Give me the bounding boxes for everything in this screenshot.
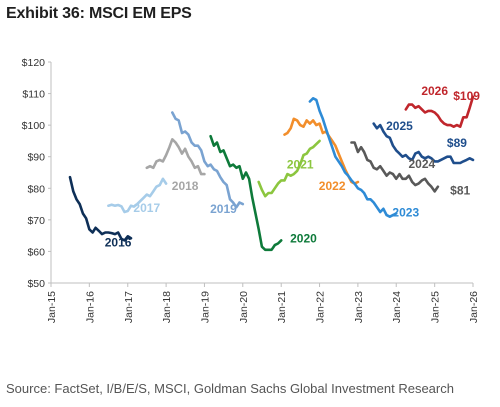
annotation-layer: 2016 2017 2018 2019 2020 2021 2022 2023 2024 2025… [105,84,481,250]
series-label-usd-109: $109 [453,89,480,103]
series-line-2017 [107,177,168,214]
series-label-2021: 2021 [287,158,314,172]
series-line-2019 [171,111,245,209]
series-label-usd-89: $89 [447,136,467,150]
series-label-2026: 2026 [421,84,448,98]
series-line-2022 [283,117,360,185]
x-tick-label: Jan-20 [238,291,250,323]
y-tick-label: $120 [22,57,46,69]
series-label-2016: 2016 [105,236,132,250]
chart-axes: $50 $60 $70 $80 $90 $100 $110 $120 Jan-15 Jan-16 J… [22,57,480,323]
series-label-2019: 2019 [210,202,237,216]
y-tick-label: $50 [27,278,45,290]
series-line-2024 [350,141,440,193]
y-tick-label: $90 [27,152,45,164]
y-tick-label: $70 [27,215,45,227]
y-tick-label: $80 [27,183,45,195]
series-line-2025 [372,122,475,165]
x-tick-label: Jan-18 [161,291,173,323]
series-label-2020: 2020 [290,232,317,246]
source-note: Source: FactSet, I/B/E/S, MSCI, Goldman … [6,381,454,396]
series-line-2023 [308,97,398,218]
x-tick-label: Jan-23 [353,291,365,323]
series-label-2023: 2023 [392,206,419,220]
x-tick-label: Jan-25 [430,291,442,323]
x-tick-label: Jan-16 [84,291,96,323]
x-tick-label: Jan-22 [315,291,327,323]
series-layer [68,95,475,252]
series-label-2018: 2018 [172,179,199,193]
x-tick-label: Jan-21 [276,291,288,323]
x-tick-label: Jan-24 [391,291,403,323]
y-tick-label: $60 [27,246,45,258]
series-label-2025: 2025 [386,119,413,133]
series-line-2021 [257,139,321,198]
series-line-2020 [209,134,283,252]
series-line-2016 [68,175,133,242]
series-line-2018 [145,138,206,176]
x-tick-label: Jan-19 [199,291,211,323]
x-tick-label: Jan-17 [123,291,135,323]
series-label-2024: 2024 [409,157,436,171]
series-label-2017: 2017 [133,201,160,215]
x-tick-label: Jan-15 [46,291,58,323]
series-line-2026 [404,95,475,128]
chart-title: Exhibit 36: MSCI EM EPS [6,5,192,22]
y-tick-label: $100 [22,120,46,132]
series-label-usd-81: $81 [450,184,470,198]
series-label-2022: 2022 [319,179,346,193]
y-tick-label: $110 [22,89,45,101]
x-tick-label: Jan-26 [468,291,480,323]
